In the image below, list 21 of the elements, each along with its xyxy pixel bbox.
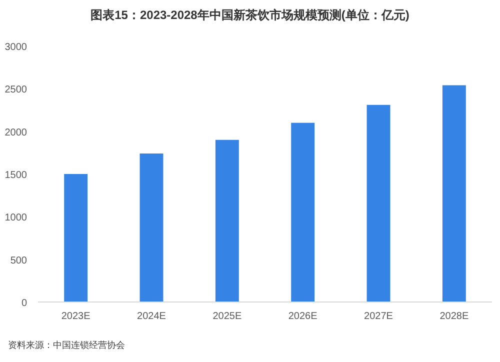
chart-title: 图表15：2023-2028年中国新茶饮市场规模预测(单位：亿元)	[90, 8, 410, 22]
x-tick-label: 2026E	[288, 311, 318, 322]
x-tick-label: 2024E	[137, 311, 166, 322]
x-tick-label: 2028E	[440, 311, 469, 322]
y-tick-label: 500	[10, 255, 28, 266]
x-tick-label: 2027E	[364, 311, 394, 322]
bar	[366, 104, 390, 302]
y-tick-label: 1000	[4, 212, 28, 224]
y-tick-label: 1500	[4, 170, 28, 181]
bar	[442, 85, 466, 302]
y-tick-label: 3000	[4, 42, 28, 53]
bar	[140, 154, 164, 302]
y-tick-label: 2000	[4, 127, 28, 138]
y-tick-label: 0	[21, 298, 28, 309]
y-tick-label: 2500	[4, 84, 28, 96]
text: 资料来源：中国连锁经营协会	[8, 340, 125, 350]
bar	[215, 140, 239, 302]
x-tick-label: 2023E	[61, 311, 91, 322]
bar	[64, 174, 88, 302]
bar	[291, 122, 315, 302]
x-tick-label: 2025E	[212, 311, 242, 322]
